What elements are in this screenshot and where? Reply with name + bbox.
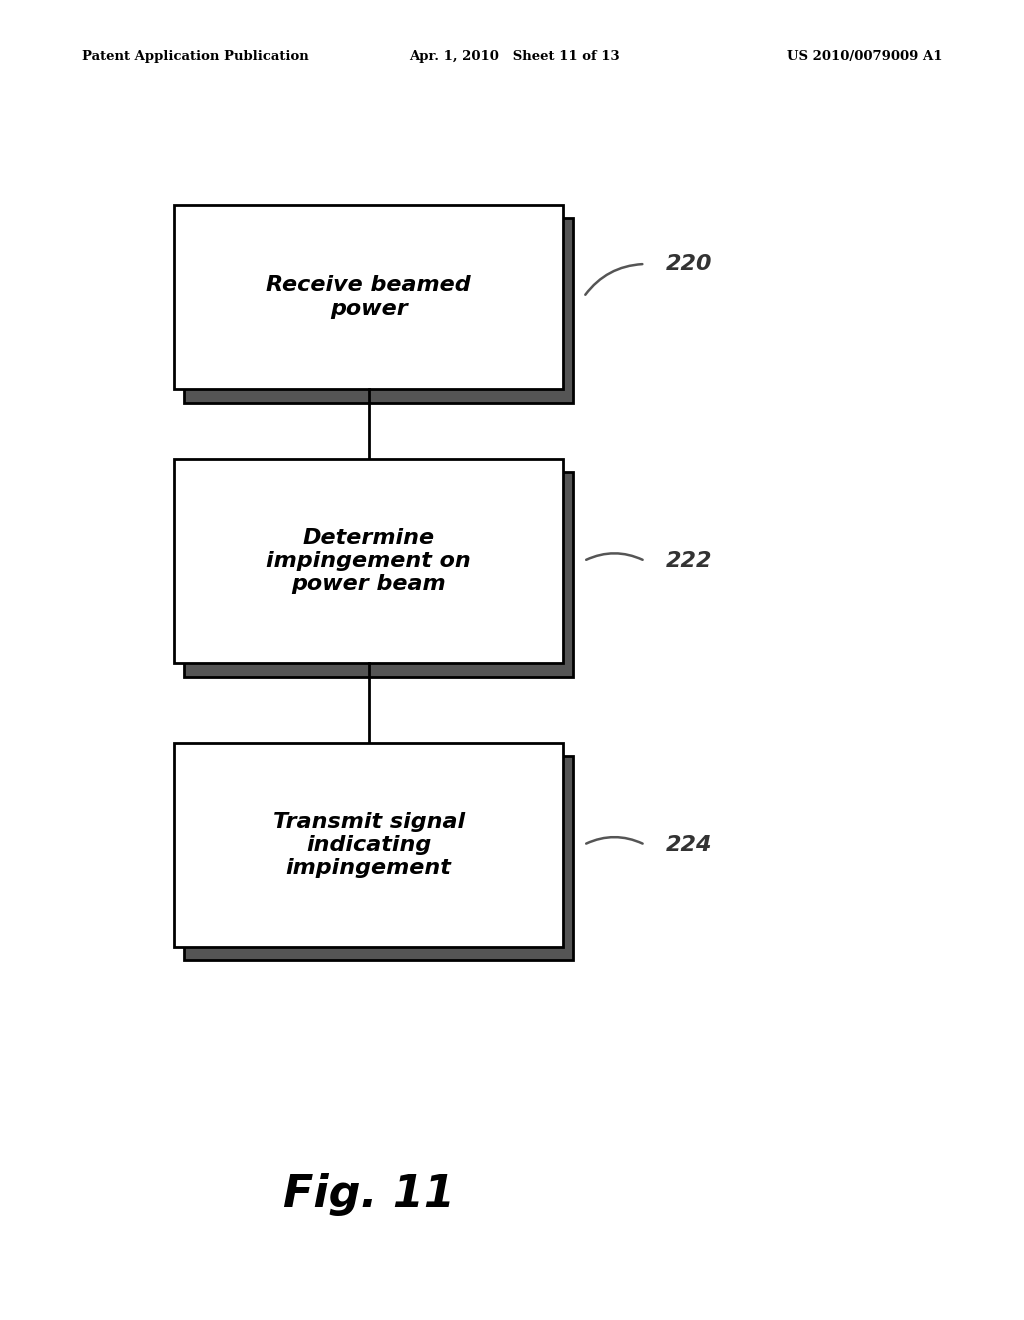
Text: Determine
impingement on
power beam: Determine impingement on power beam [266,528,471,594]
Text: Apr. 1, 2010   Sheet 11 of 13: Apr. 1, 2010 Sheet 11 of 13 [410,50,621,63]
Bar [184,473,573,677]
Bar [184,218,573,403]
Bar [184,755,573,961]
Text: US 2010/0079009 A1: US 2010/0079009 A1 [786,50,942,63]
Text: 222: 222 [666,550,712,572]
Text: Fig. 11: Fig. 11 [283,1173,455,1216]
Text: 224: 224 [666,834,712,855]
Text: Transmit signal
indicating
impingement: Transmit signal indicating impingement [272,812,465,878]
Bar [174,459,563,664]
Bar [174,742,563,948]
Text: Receive beamed
power: Receive beamed power [266,276,471,318]
Text: 220: 220 [666,253,712,275]
Text: Patent Application Publication: Patent Application Publication [82,50,308,63]
Bar [174,205,563,389]
